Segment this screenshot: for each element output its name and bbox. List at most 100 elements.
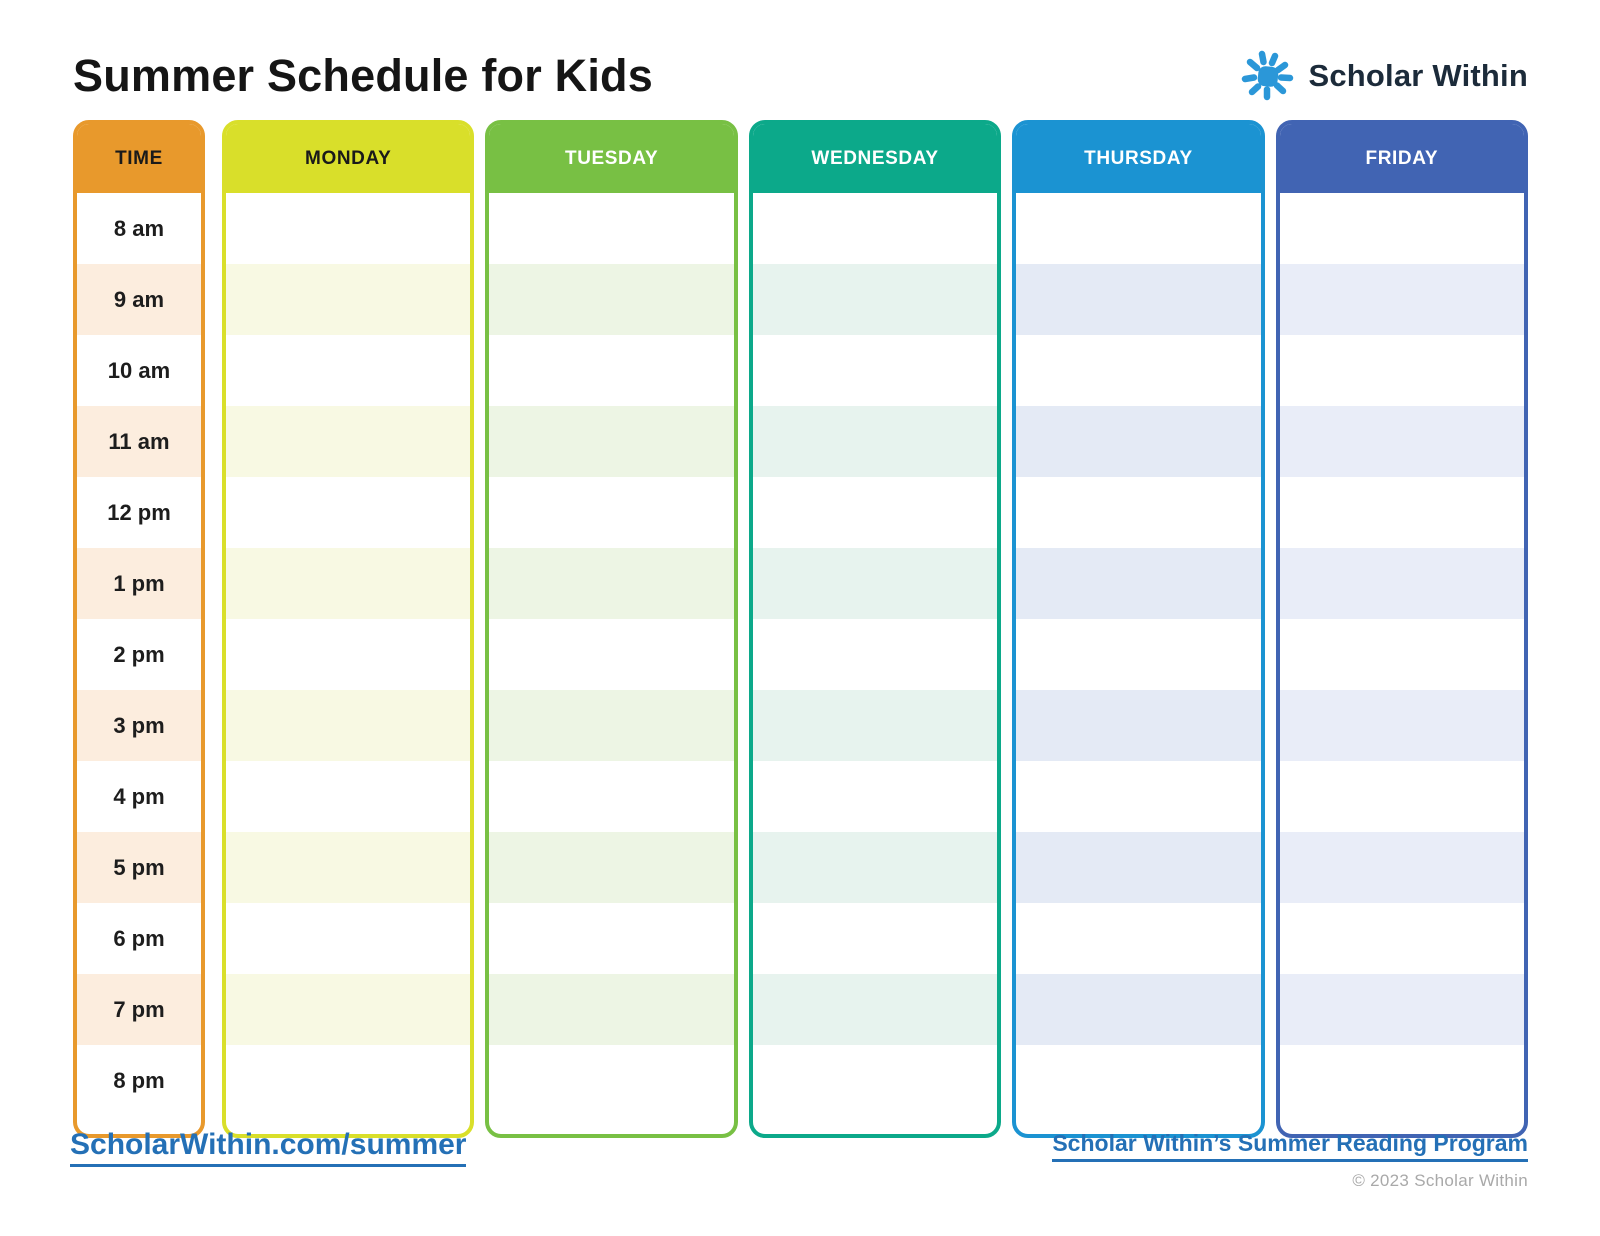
schedule-cell-wednesday-8am xyxy=(753,193,997,264)
schedule-cell-friday-11am xyxy=(1279,406,1525,477)
time-label: 9 am xyxy=(113,286,165,312)
schedule-cell-monday-9am xyxy=(226,264,471,335)
schedule-cell-thursday-3pm xyxy=(1016,690,1261,761)
schedule-cell-monday-4pm xyxy=(226,761,470,832)
column-header-wednesday: WEDNESDAY xyxy=(752,124,998,193)
schedule-cell-tuesday-9am xyxy=(489,264,734,335)
schedule-cell-friday-4pm xyxy=(1280,761,1524,832)
schedule-cell-monday-1pm xyxy=(226,548,471,619)
time-label: 2 pm xyxy=(113,641,165,667)
column-header-time: TIME xyxy=(77,124,201,193)
schedule-cell-thursday-4pm xyxy=(1016,761,1260,832)
time-label: 6 pm xyxy=(113,925,165,951)
schedule-cell-thursday-7pm xyxy=(1016,974,1261,1045)
schedule-cell-friday-7pm xyxy=(1279,974,1525,1045)
schedule-cell-friday-10am xyxy=(1280,335,1524,406)
column-body-monday xyxy=(226,193,471,1134)
schedule-cell-friday-9am xyxy=(1279,264,1525,335)
schedule-cell-wednesday-12pm xyxy=(753,477,997,548)
footer-right: Scholar Within’s Summer Reading Program … xyxy=(1052,1130,1528,1191)
column-body-thursday xyxy=(1016,193,1261,1134)
schedule-cell-monday-8am xyxy=(226,193,470,264)
column-wednesday: WEDNESDAY xyxy=(748,120,1002,1138)
time-label: 3 pm xyxy=(113,712,165,738)
time-label: 10 am xyxy=(107,357,171,383)
schedule-cell-tuesday-10am xyxy=(489,335,733,406)
schedule-cell-wednesday-4pm xyxy=(753,761,997,832)
time-label: 1 pm xyxy=(113,570,165,596)
schedule-grid: TIME 8 am 9 am 10 am 11 am 12 pm 1 pm 2 pm 3 pm… xyxy=(73,120,1529,1138)
logo-text: Scholar Within xyxy=(1308,58,1528,93)
schedule-cell-wednesday-10am xyxy=(753,335,997,406)
time-label: 4 pm xyxy=(113,783,165,809)
schedule-cell-tuesday-12pm xyxy=(489,477,733,548)
schedule-cell-monday-3pm xyxy=(226,690,471,761)
column-friday: FRIDAY xyxy=(1275,120,1529,1138)
schedule-cell-tuesday-1pm xyxy=(489,548,734,619)
summer-url-link[interactable]: ScholarWithin.com/summer xyxy=(70,1128,467,1167)
schedule-cell-wednesday-7pm xyxy=(752,974,998,1045)
time-row-6pm: 6 pm xyxy=(77,903,201,974)
time-label: 8 am xyxy=(113,215,165,241)
schedule-cell-tuesday-8am xyxy=(489,193,733,264)
schedule-cell-monday-12pm xyxy=(226,477,470,548)
time-row-3pm: 3 pm xyxy=(77,690,201,761)
schedule-cell-thursday-1pm xyxy=(1016,548,1261,619)
time-row-9am: 9 am xyxy=(77,264,201,335)
schedule-cell-tuesday-4pm xyxy=(489,761,733,832)
column-header-thursday: THURSDAY xyxy=(1016,124,1261,193)
column-body-tuesday xyxy=(489,193,734,1134)
reading-program-link[interactable]: Scholar Within’s Summer Reading Program xyxy=(1052,1130,1528,1162)
column-monday: MONDAY xyxy=(222,120,475,1138)
column-time: TIME 8 am 9 am 10 am 11 am 12 pm 1 pm 2 pm 3 pm… xyxy=(73,120,205,1138)
time-row-11am: 11 am xyxy=(77,406,201,477)
column-header-tuesday: TUESDAY xyxy=(489,124,734,193)
column-body-time: 8 am 9 am 10 am 11 am 12 pm 1 pm 2 pm 3 pm 4 pm 5… xyxy=(77,193,201,1134)
schedule-cell-monday-8pm xyxy=(226,1045,470,1116)
column-header-friday: FRIDAY xyxy=(1279,124,1525,193)
schedule-cell-thursday-11am xyxy=(1016,406,1261,477)
schedule-cell-friday-8pm xyxy=(1280,1045,1524,1116)
time-row-2pm: 2 pm xyxy=(77,619,201,690)
time-label: 8 pm xyxy=(113,1067,165,1093)
schedule-cell-thursday-6pm xyxy=(1016,903,1260,974)
column-header-monday: MONDAY xyxy=(226,124,471,193)
copyright-text: © 2023 Scholar Within xyxy=(1352,1171,1528,1190)
schedule-cell-wednesday-9am xyxy=(752,264,998,335)
time-row-12pm: 12 pm xyxy=(77,477,201,548)
schedule-cell-tuesday-3pm xyxy=(489,690,734,761)
schedule-cell-monday-5pm xyxy=(226,832,471,903)
schedule-cell-tuesday-11am xyxy=(489,406,734,477)
schedule-cell-thursday-12pm xyxy=(1016,477,1260,548)
sun-icon xyxy=(1241,49,1295,103)
column-thursday: THURSDAY xyxy=(1012,120,1265,1138)
schedule-cell-wednesday-11am xyxy=(752,406,998,477)
schedule-cell-tuesday-2pm xyxy=(489,619,733,690)
schedule-cell-tuesday-6pm xyxy=(489,903,733,974)
time-row-1pm: 1 pm xyxy=(77,548,201,619)
schedule-cell-thursday-5pm xyxy=(1016,832,1261,903)
time-label: 7 pm xyxy=(113,996,165,1022)
column-body-wednesday xyxy=(752,193,998,1134)
schedule-cell-thursday-9am xyxy=(1016,264,1261,335)
time-row-4pm: 4 pm xyxy=(77,761,201,832)
schedule-cell-tuesday-5pm xyxy=(489,832,734,903)
time-row-10am: 10 am xyxy=(77,335,201,406)
schedule-cell-friday-3pm xyxy=(1279,690,1525,761)
top-bar: Summer Schedule for Kids xyxy=(73,40,1528,112)
schedule-cell-monday-6pm xyxy=(226,903,470,974)
schedule-cell-monday-10am xyxy=(226,335,470,406)
schedule-cell-friday-5pm xyxy=(1279,832,1525,903)
time-row-5pm: 5 pm xyxy=(77,832,201,903)
schedule-cell-thursday-2pm xyxy=(1016,619,1260,690)
footer-left: ScholarWithin.com/summer xyxy=(70,1128,467,1167)
schedule-cell-thursday-8pm xyxy=(1016,1045,1260,1116)
time-row-7pm: 7 pm xyxy=(77,974,201,1045)
page-title: Summer Schedule for Kids xyxy=(73,50,653,101)
time-label: 5 pm xyxy=(113,854,165,880)
schedule-cell-wednesday-6pm xyxy=(753,903,997,974)
schedule-cell-wednesday-2pm xyxy=(753,619,997,690)
schedule-cell-monday-7pm xyxy=(226,974,471,1045)
schedule-cell-friday-2pm xyxy=(1280,619,1524,690)
column-tuesday: TUESDAY xyxy=(485,120,738,1138)
